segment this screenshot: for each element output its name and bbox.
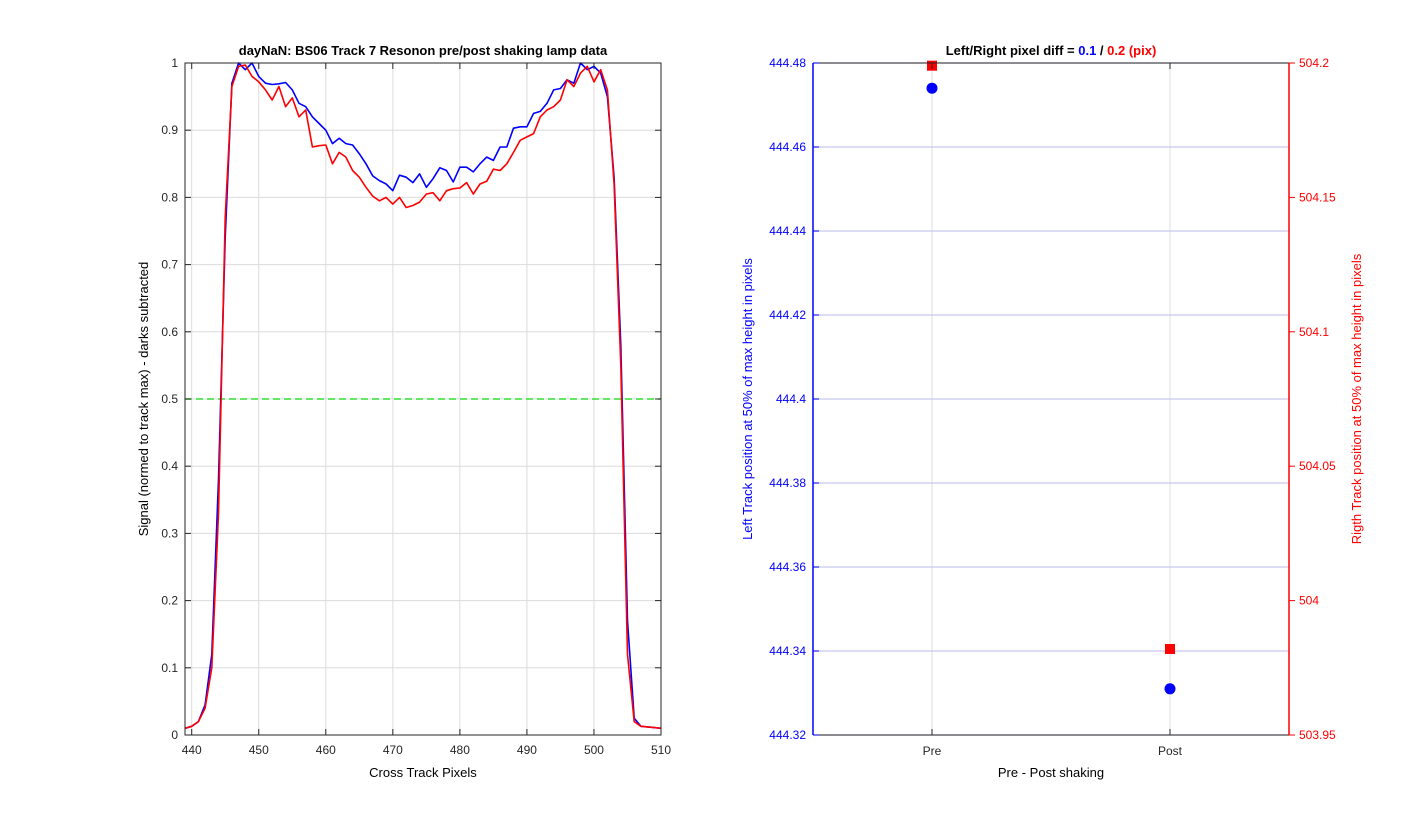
left-x-tick-label: 480 [450,743,470,757]
left-y-tick-label: 0 [171,728,178,742]
right-x-axis-label: Pre - Post shaking [998,765,1104,780]
right-right-y-tick-label: 504.15 [1299,190,1336,204]
left-y-tick-label: 0.1 [161,661,178,675]
left-x-tick-label: 450 [249,743,269,757]
right-left-y-tick-label: 444.38 [769,476,806,490]
right-right-y-tick-label: 504.2 [1299,56,1329,70]
left-series-group [184,62,662,730]
right-left-y-axis-label: Left Track position at 50% of max height… [740,258,755,540]
right-ticks: Pre Post 444.32 444.34 444.36 444.38 444.4 444.… [769,56,1336,758]
left-x-tick-label: 490 [517,743,537,757]
right-left-y-tick-label: 444.44 [769,224,806,238]
right-title-prefix: Left/Right pixel diff = [946,43,1079,58]
left-y-tick-label: 0.2 [161,594,178,608]
left-y-tick-label: 0.7 [161,258,178,272]
right-left-y-tick-label: 444.48 [769,56,806,70]
left-y-tick-label: 1 [171,56,178,70]
left-x-axis-label: Cross Track Pixels [369,765,477,780]
series-line-red [184,64,662,730]
series-line-blue [184,62,662,730]
left-track-point-pre [926,82,938,94]
right-right-y-axis-label: Rigth Track position at 50% of max heigh… [1349,253,1364,544]
left-y-tick-label: 0.5 [161,392,178,406]
right-title-left-diff: 0.1 [1078,43,1096,58]
left-ticks: 440 450 460 470 480 490 500 510 0 0.1 0.2 0.3 0.4 0.5… [161,56,671,757]
right-left-y-tick-label: 444.34 [769,644,806,658]
right-right-y-tick-label: 504.05 [1299,459,1336,473]
right-right-y-tick-label: 504.1 [1299,325,1329,339]
right-title-right-diff: 0.2 (pix) [1107,43,1156,58]
right-left-y-tick-label: 444.4 [776,392,806,406]
left-plot-title: dayNaN: BS06 Track 7 Resonon pre/post sh… [239,43,608,58]
right-plot-title: Left/Right pixel diff = 0.1 / 0.2 (pix) [946,43,1157,58]
left-y-tick-label: 0.8 [161,190,178,204]
left-y-tick-label: 0.6 [161,325,178,339]
right-left-y-tick-label: 444.36 [769,560,806,574]
left-x-tick-label: 470 [383,743,403,757]
right-left-y-tick-label: 444.32 [769,728,806,742]
right-right-y-tick-label: 504 [1299,594,1319,608]
left-y-tick-label: 0.4 [161,459,178,473]
right-track-point-post [1165,643,1175,654]
left-track-point-post [1164,683,1176,695]
left-x-tick-label: 460 [316,743,336,757]
left-x-tick-label: 440 [182,743,202,757]
right-left-y-tick-label: 444.46 [769,140,806,154]
left-x-tick-label: 510 [651,743,671,757]
right-left-y-tick-label: 444.42 [769,308,806,322]
right-title-separator: / [1096,43,1107,58]
right-plot: Pre Post 444.32 444.34 444.36 444.38 444.4 444.… [740,43,1364,780]
left-y-tick-label: 0.9 [161,123,178,137]
left-y-axis-label: Signal (normed to track max) - darks sub… [136,262,151,537]
right-right-y-tick-label: 503.95 [1299,728,1336,742]
right-x-category-label: Pre [923,744,942,758]
right-x-category-label: Post [1158,744,1183,758]
left-y-tick-label: 0.3 [161,526,178,540]
left-x-tick-label: 500 [584,743,604,757]
left-plot: 440 450 460 470 480 490 500 510 0 0.1 0.2 0.3 0.4 0.5… [136,43,671,780]
